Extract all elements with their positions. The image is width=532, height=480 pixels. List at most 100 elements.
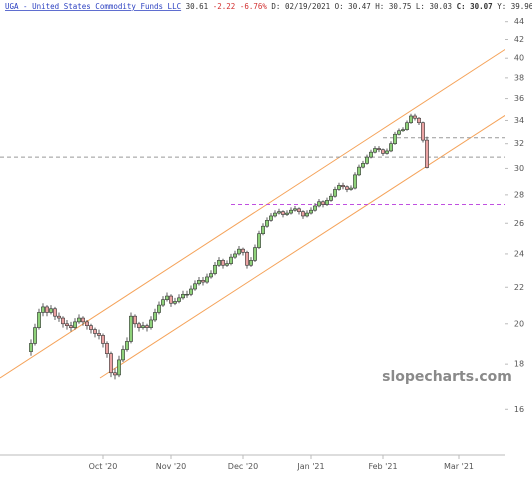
header: UGA - United States Commodity Funds LLC … [5, 2, 532, 11]
candle-body [109, 353, 113, 374]
candle-body [117, 359, 121, 376]
candle-body [425, 139, 429, 168]
candle-body [297, 208, 301, 212]
candle-body [169, 295, 173, 304]
candle-body [49, 308, 53, 313]
candle-body [177, 297, 181, 302]
y-tick-label: 28 [514, 190, 524, 199]
candle-body [105, 343, 109, 354]
candle-body [93, 329, 97, 334]
candle-body [205, 276, 209, 283]
candle-body [145, 325, 149, 328]
candle-body [241, 248, 245, 253]
candle-body [273, 212, 277, 217]
quote-date: D: 02/19/2021 [271, 2, 330, 11]
candle-body [165, 295, 169, 300]
candle-body [397, 130, 401, 135]
x-tick-label: Nov '20 [156, 462, 187, 471]
candle-body [325, 200, 329, 205]
candle-body [45, 306, 49, 313]
candle-body [345, 186, 349, 190]
candle-body [125, 341, 129, 350]
candle-body [185, 293, 189, 296]
candle-body [293, 208, 297, 211]
candle-body [113, 372, 117, 376]
candle-body [201, 280, 205, 283]
y-tick-label: 26 [514, 219, 524, 228]
quote-close: C: 30.07 [457, 2, 493, 11]
candle-body [213, 264, 217, 274]
y-tick-label: 38 [514, 73, 524, 82]
candle-body [29, 343, 33, 352]
watermark: slopecharts.com [382, 369, 512, 385]
quote-open: O: 30.47 [335, 2, 371, 11]
candle-body [157, 304, 161, 313]
candle-body [277, 211, 281, 214]
candle-body [33, 327, 37, 344]
candle-body [153, 312, 157, 321]
candle-body [129, 315, 133, 342]
candle-body [217, 260, 221, 266]
candle-body [305, 212, 309, 217]
candle-body [61, 317, 65, 325]
candle-body [337, 185, 341, 190]
candle-body [261, 225, 265, 235]
quote-high: H: 30.75 [375, 2, 411, 11]
candle-body [137, 323, 141, 328]
quote-change-pct: -6.76% [240, 2, 268, 11]
candle-body [53, 308, 57, 317]
candle-body [413, 115, 417, 119]
candle-body [381, 149, 385, 154]
candle-body [173, 301, 177, 304]
candle-body [389, 143, 393, 152]
y-tick-label: 32 [514, 139, 524, 148]
candle-body [377, 148, 381, 151]
candle-body [81, 317, 85, 323]
quote-change: -2.22 [213, 2, 236, 11]
y-tick-label: 36 [514, 94, 524, 103]
candle-body [373, 148, 377, 153]
candle-body [41, 306, 45, 313]
y-tick-label: 16 [514, 405, 524, 414]
candle-body [225, 263, 229, 266]
candle-body [121, 349, 125, 361]
quote-year: Y: 39.96 [497, 2, 532, 11]
candle-body [341, 185, 345, 188]
candle-body [289, 209, 293, 214]
candle-body [269, 215, 273, 221]
candle-body [333, 189, 337, 197]
candle-body [385, 150, 389, 154]
candle-body [189, 288, 193, 295]
candle-body [85, 321, 89, 326]
candle-body [353, 174, 357, 189]
candle-body [245, 252, 249, 266]
y-tick-label: 44 [514, 17, 524, 26]
candle-body [253, 247, 257, 261]
candle-body [161, 299, 165, 306]
candle-body [285, 212, 289, 215]
candle-body [197, 280, 201, 285]
candle-body [65, 323, 69, 326]
chart-title: UGA - United States Commodity Funds LLC [5, 2, 181, 11]
candle-body [313, 205, 317, 211]
candle-body [361, 163, 365, 168]
candle-body [329, 195, 333, 201]
y-tick-label: 22 [514, 283, 524, 292]
candle-body [73, 321, 77, 328]
x-tick-label: Feb '21 [368, 462, 397, 471]
candle-body [421, 122, 425, 141]
candle-body [149, 319, 153, 328]
candle-body [321, 201, 325, 205]
y-tick-label: 34 [514, 116, 524, 125]
candle-body [229, 256, 233, 264]
candle-body [237, 248, 241, 255]
candle-body [221, 260, 225, 266]
y-tick-label: 30 [514, 164, 524, 173]
candle-body [301, 211, 305, 217]
candle-body [265, 220, 269, 227]
candle-body [101, 335, 105, 344]
x-tick-label: Jan '21 [296, 462, 324, 471]
y-tick-label: 24 [514, 249, 524, 258]
y-tick-label: 40 [514, 54, 524, 63]
